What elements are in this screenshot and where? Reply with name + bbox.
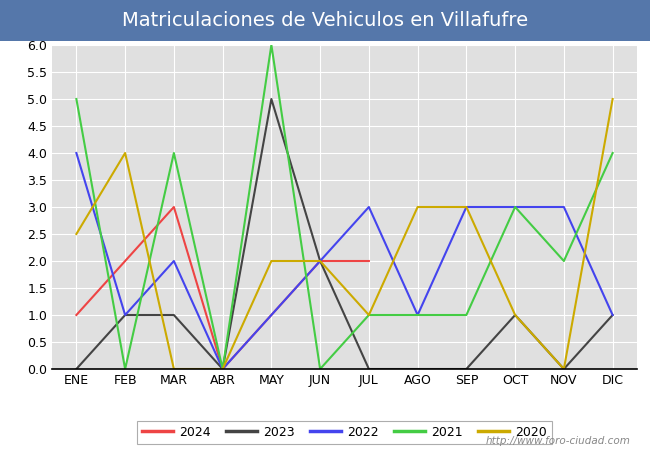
Text: http://www.foro-ciudad.com: http://www.foro-ciudad.com (486, 436, 630, 446)
Legend: 2024, 2023, 2022, 2021, 2020: 2024, 2023, 2022, 2021, 2020 (136, 421, 552, 444)
Text: Matriculaciones de Vehiculos en Villafufre: Matriculaciones de Vehiculos en Villafuf… (122, 11, 528, 30)
